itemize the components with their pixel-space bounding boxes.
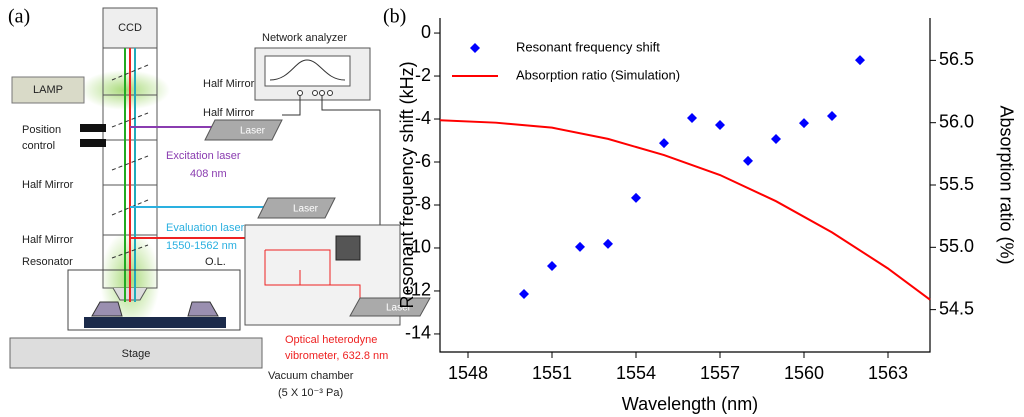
y2-tick-label: 54.5 (939, 298, 974, 318)
label: Laser (386, 303, 412, 314)
y2-tick-label: 55.0 (939, 236, 974, 256)
label: vibrometer, 632.8 nm (285, 350, 388, 362)
axes (439, 18, 931, 353)
point (687, 112, 697, 123)
wires (282, 94, 381, 225)
detector (335, 235, 361, 261)
laser (349, 297, 431, 317)
diagram: (a) LAMP CCD Network analyzer Half Mirro… (8, 6, 431, 399)
x-tick-label: 1551 (532, 363, 572, 383)
x-tick-label: 1557 (700, 363, 740, 383)
label: (5 X 10⁻³ Pa) (278, 387, 343, 399)
lamp (11, 76, 85, 104)
port (297, 90, 303, 96)
vibrometer-beams (264, 249, 361, 298)
point (603, 238, 613, 249)
y-tick-label: -4 (415, 108, 431, 128)
resonator (91, 301, 219, 317)
y-axis-label: Resonant frequency shift (kHz) (397, 61, 417, 308)
label: Stage (122, 348, 151, 360)
y-tick-label: -10 (405, 237, 431, 257)
label: control (22, 140, 55, 152)
label: Laser (293, 204, 319, 215)
connector (80, 139, 106, 147)
label: 1550-1562 nm (166, 240, 237, 252)
connector (80, 124, 106, 132)
laser (204, 119, 283, 141)
legend-label: Resonant frequency shift (516, 39, 660, 54)
ccd (102, 7, 158, 49)
point (715, 120, 725, 131)
port (319, 90, 325, 96)
y2-tick-label: 55.5 (939, 174, 974, 194)
vacuum-chamber (67, 269, 241, 331)
label: Resonator (22, 256, 73, 268)
label: Half Mirror (22, 179, 74, 191)
panel-label: (b) (383, 6, 406, 28)
ccd-label: CCD (118, 22, 142, 34)
x-axis-label: Wavelength (nm) (622, 394, 758, 414)
point (519, 288, 529, 299)
label: Vacuum chamber (268, 370, 354, 382)
label: Half Mirror (203, 107, 255, 119)
y2-tick-label: 56.0 (939, 111, 974, 131)
label: Half Mirror (203, 78, 255, 90)
point (547, 261, 557, 272)
label: Laser (240, 126, 266, 137)
label: Excitation laser (166, 150, 241, 162)
point (575, 241, 585, 252)
y-tick-label: 0 (421, 22, 431, 42)
label: Half Mirror (22, 234, 74, 246)
y-tick-label: -2 (415, 65, 431, 85)
label: O.L. (205, 256, 226, 268)
point (771, 134, 781, 145)
legend-label: Absorption ratio (Simulation) (516, 67, 680, 82)
x-tick-label: 1560 (784, 363, 824, 383)
label: Position (22, 124, 61, 136)
screen (264, 55, 351, 87)
y2-tick-label: 56.5 (939, 49, 974, 69)
stage (9, 337, 263, 369)
port (327, 90, 333, 96)
y-tick-label: -12 (405, 280, 431, 300)
legend-swatch (470, 43, 480, 53)
line (439, 119, 931, 301)
label: Network analyzer (262, 32, 347, 44)
point (659, 138, 669, 149)
port (312, 90, 318, 96)
point (855, 55, 865, 66)
screen-curve (269, 59, 346, 81)
lamp-label: LAMP (33, 84, 63, 96)
y2-axis-label: Absorption ratio (%) (996, 105, 1016, 264)
y-tick-label: -14 (405, 323, 431, 343)
panel-label: (a) (8, 6, 30, 28)
label: Optical heterodyne (285, 334, 377, 346)
point (799, 118, 809, 129)
label: Evaluation laser (166, 222, 245, 234)
laser (257, 197, 336, 219)
point (743, 155, 753, 166)
y-tick-label: -8 (415, 194, 431, 214)
x-tick-label: 1548 (448, 363, 488, 383)
x-tick-label: 1554 (616, 363, 656, 383)
point (827, 111, 837, 122)
substrate (84, 317, 226, 328)
y-tick-label: -6 (415, 151, 431, 171)
label: 408 nm (190, 168, 227, 180)
x-tick-label: 1563 (868, 363, 908, 383)
point (631, 192, 641, 203)
